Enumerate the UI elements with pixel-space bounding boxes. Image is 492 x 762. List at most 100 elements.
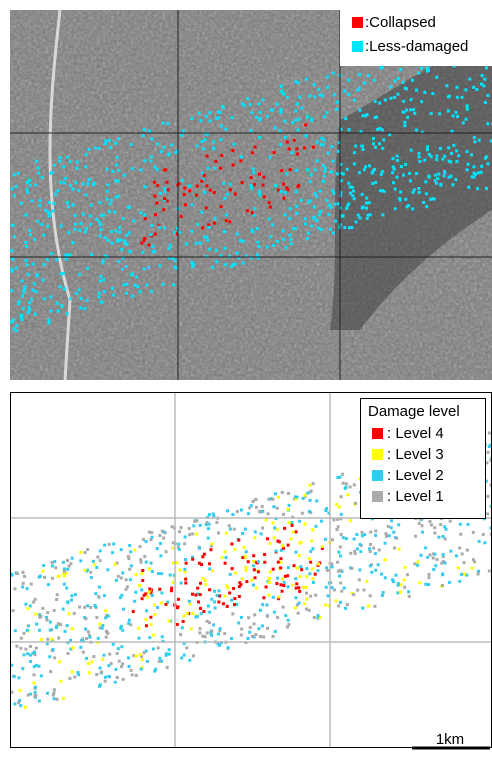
building [150,562,153,565]
building [37,172,40,175]
building [353,151,356,154]
building [104,680,107,683]
building [203,191,206,194]
building [404,163,407,166]
building [395,574,398,577]
building [130,564,133,567]
building [144,185,147,188]
building [358,171,361,174]
building [298,520,301,523]
building [104,139,107,142]
building [368,164,371,167]
building [286,141,289,144]
building [253,207,256,210]
building [321,545,324,548]
building [204,583,207,586]
building [353,99,356,102]
building [74,593,77,596]
building [339,601,342,604]
building [211,266,214,269]
building [282,238,285,241]
building [79,646,82,649]
building [430,523,433,526]
building [231,513,234,516]
building [34,313,37,316]
building [60,224,63,227]
building [13,235,16,238]
building [426,148,429,151]
building [182,614,185,617]
building [272,521,275,524]
building [73,612,76,615]
building [472,531,475,534]
building [33,695,36,698]
building [294,577,297,580]
building [327,213,330,216]
building [191,558,194,561]
building [213,167,216,170]
building [99,667,102,670]
building [23,575,26,578]
building [318,213,321,216]
building [447,146,450,149]
building [361,607,364,610]
building [216,594,219,597]
building [379,189,382,192]
building [128,665,131,668]
building [34,686,37,689]
building [183,568,186,571]
building [433,526,436,529]
building [85,657,88,660]
building [315,499,318,502]
building [19,704,22,707]
building [182,620,185,623]
building [231,149,234,152]
building [111,551,114,554]
building [90,253,93,256]
building [306,492,309,495]
building [363,82,366,85]
building [276,240,279,243]
building [297,612,300,615]
building [455,149,458,152]
building [24,603,27,606]
building [94,605,97,608]
building [153,195,156,198]
building [190,117,193,120]
building [247,616,250,619]
building [231,612,234,615]
building [169,574,172,577]
building [173,231,176,234]
building [461,96,464,99]
building [166,200,169,203]
building [282,197,285,200]
building [399,583,402,586]
building [134,591,137,594]
building [311,528,314,531]
building [99,223,102,226]
building [281,577,284,580]
building [245,550,248,553]
building [37,167,40,170]
building [287,492,290,495]
building [395,537,398,540]
building [428,520,431,523]
building [86,299,89,302]
building [150,290,153,293]
building [159,542,162,545]
building [100,301,103,304]
building [360,144,363,147]
building [323,175,326,178]
building [254,530,257,533]
building [10,289,13,292]
building [150,233,153,236]
building [53,609,56,612]
building [223,632,226,635]
building [220,154,223,157]
building [71,627,74,630]
building [143,213,146,216]
building [59,156,62,159]
building [51,209,54,212]
building [51,171,54,174]
building [130,143,133,146]
